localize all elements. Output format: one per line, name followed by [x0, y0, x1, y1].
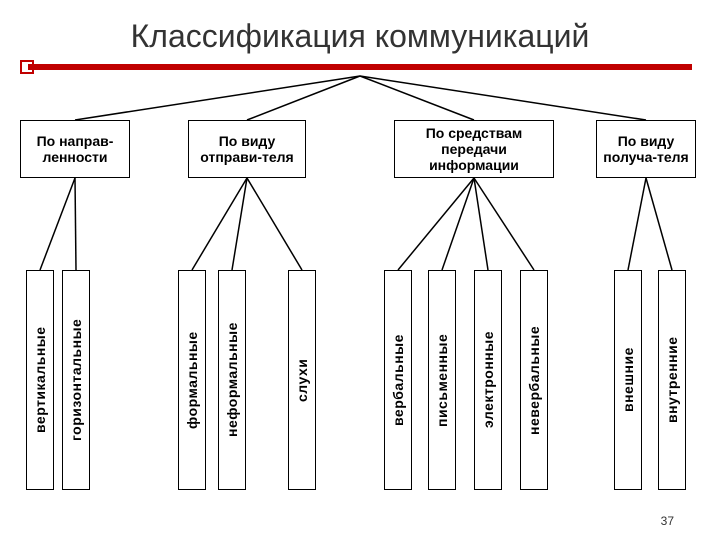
connector-lines [0, 0, 720, 540]
leaf-box: внешние [614, 270, 642, 490]
leaf-box: слухи [288, 270, 316, 490]
leaf-box: неформальные [218, 270, 246, 490]
category-medium: По средствам передачи информации [394, 120, 554, 178]
category-direction: По направ-ленности [20, 120, 130, 178]
leaf-box: внутренние [658, 270, 686, 490]
leaf-box: вертикальные [26, 270, 54, 490]
leaf-box: горизонтальные [62, 270, 90, 490]
category-receiver: По виду получа-теля [596, 120, 696, 178]
leaf-box: письменные [428, 270, 456, 490]
accent-bar [28, 64, 692, 70]
leaf-box: электронные [474, 270, 502, 490]
leaf-box: вербальные [384, 270, 412, 490]
leaf-box: невербальные [520, 270, 548, 490]
leaf-box: формальные [178, 270, 206, 490]
page-title: Классификация коммуникаций [0, 18, 720, 55]
page-number: 37 [661, 514, 674, 528]
category-sender: По виду отправи-теля [188, 120, 306, 178]
